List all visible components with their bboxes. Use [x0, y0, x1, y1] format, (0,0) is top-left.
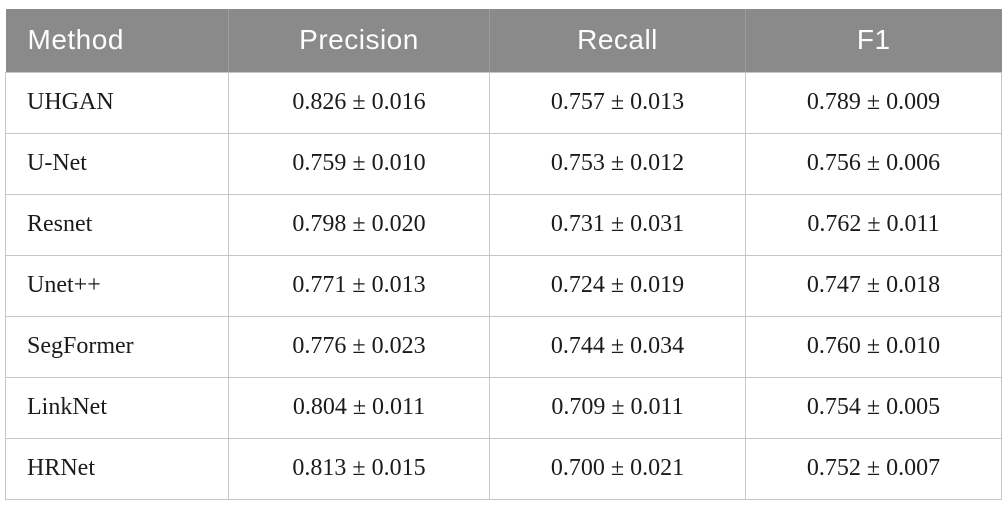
precision-cell: 0.813 ± 0.015	[228, 437, 490, 500]
table-row: Resnet 0.798 ± 0.020 0.731 ± 0.031 0.762…	[5, 193, 1002, 256]
recall-cell: 0.724 ± 0.019	[489, 254, 746, 317]
column-header-precision: Precision	[228, 9, 490, 73]
recall-cell: 0.731 ± 0.031	[489, 193, 746, 256]
precision-cell: 0.776 ± 0.023	[228, 315, 490, 378]
table-row: UHGAN 0.826 ± 0.016 0.757 ± 0.013 0.789 …	[5, 71, 1002, 134]
precision-cell: 0.798 ± 0.020	[228, 193, 490, 256]
table-row: Unet++ 0.771 ± 0.013 0.724 ± 0.019 0.747…	[5, 254, 1002, 317]
f1-cell: 0.752 ± 0.007	[745, 437, 1002, 500]
f1-cell: 0.762 ± 0.011	[745, 193, 1002, 256]
column-header-recall: Recall	[489, 9, 746, 73]
results-table-container: Method Precision Recall F1 UHGAN 0.826 ±…	[5, 9, 1002, 500]
f1-cell: 0.760 ± 0.010	[745, 315, 1002, 378]
precision-cell: 0.759 ± 0.010	[228, 132, 490, 195]
recall-cell: 0.700 ± 0.021	[489, 437, 746, 500]
table-row: U-Net 0.759 ± 0.010 0.753 ± 0.012 0.756 …	[5, 132, 1002, 195]
recall-cell: 0.709 ± 0.011	[489, 376, 746, 439]
table-row: SegFormer 0.776 ± 0.023 0.744 ± 0.034 0.…	[5, 315, 1002, 378]
table-row: LinkNet 0.804 ± 0.011 0.709 ± 0.011 0.75…	[5, 376, 1002, 439]
recall-cell: 0.753 ± 0.012	[489, 132, 746, 195]
method-cell: LinkNet	[5, 376, 229, 439]
column-header-f1: F1	[745, 9, 1002, 73]
column-header-method: Method	[5, 9, 229, 73]
f1-cell: 0.756 ± 0.006	[745, 132, 1002, 195]
f1-cell: 0.789 ± 0.009	[745, 71, 1002, 134]
results-table: Method Precision Recall F1 UHGAN 0.826 ±…	[5, 9, 1002, 500]
f1-cell: 0.754 ± 0.005	[745, 376, 1002, 439]
precision-cell: 0.826 ± 0.016	[228, 71, 490, 134]
method-cell: UHGAN	[5, 71, 229, 134]
method-cell: Resnet	[5, 193, 229, 256]
method-cell: SegFormer	[5, 315, 229, 378]
header-row: Method Precision Recall F1	[5, 9, 1002, 73]
method-cell: U-Net	[5, 132, 229, 195]
table-body: UHGAN 0.826 ± 0.016 0.757 ± 0.013 0.789 …	[5, 71, 1002, 500]
f1-cell: 0.747 ± 0.018	[745, 254, 1002, 317]
recall-cell: 0.757 ± 0.013	[489, 71, 746, 134]
method-cell: HRNet	[5, 437, 229, 500]
table-row: HRNet 0.813 ± 0.015 0.700 ± 0.021 0.752 …	[5, 437, 1002, 500]
precision-cell: 0.804 ± 0.011	[228, 376, 490, 439]
precision-cell: 0.771 ± 0.013	[228, 254, 490, 317]
recall-cell: 0.744 ± 0.034	[489, 315, 746, 378]
method-cell: Unet++	[5, 254, 229, 317]
